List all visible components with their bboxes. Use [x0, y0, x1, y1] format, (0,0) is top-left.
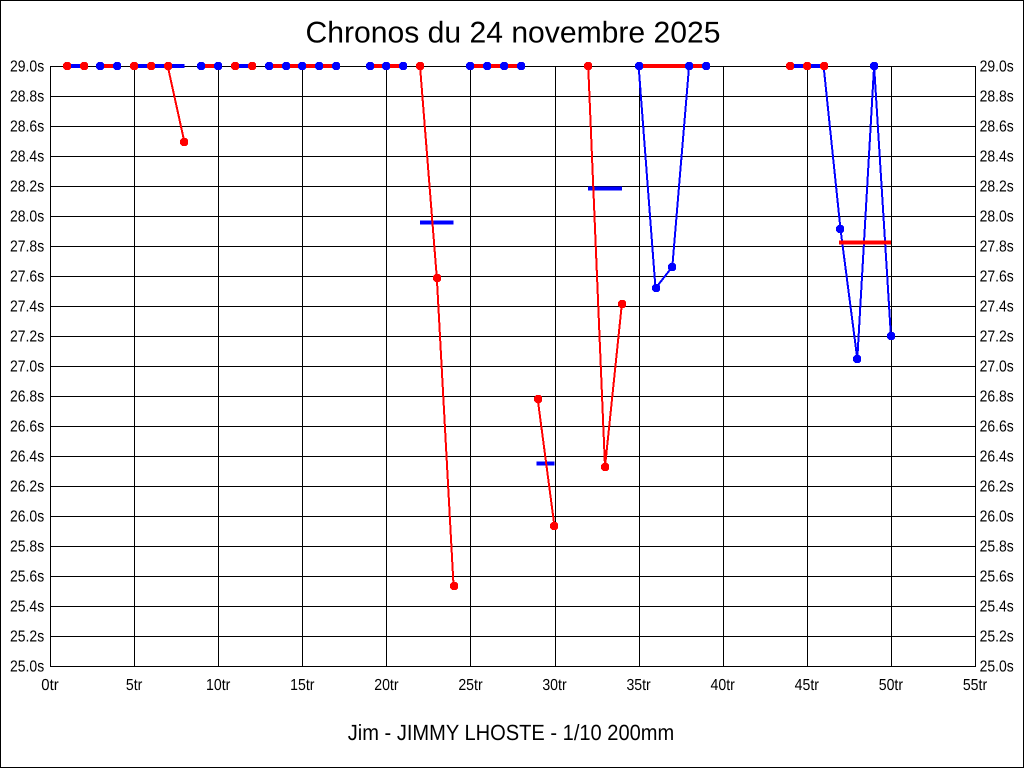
svg-text:20tr: 20tr	[374, 677, 399, 694]
svg-text:10tr: 10tr	[206, 677, 231, 694]
svg-text:27.6s: 27.6s	[10, 269, 44, 286]
svg-text:26.4s: 26.4s	[980, 449, 1014, 466]
svg-text:26.0s: 26.0s	[10, 509, 44, 526]
svg-text:28.8s: 28.8s	[980, 89, 1014, 106]
svg-text:5tr: 5tr	[126, 677, 143, 694]
svg-text:25.0s: 25.0s	[10, 659, 44, 676]
svg-text:25.4s: 25.4s	[980, 599, 1014, 616]
svg-text:29.0s: 29.0s	[10, 59, 44, 76]
svg-text:27.8s: 27.8s	[10, 239, 44, 256]
svg-text:26.4s: 26.4s	[10, 449, 44, 466]
svg-text:30tr: 30tr	[542, 677, 567, 694]
svg-text:25.2s: 25.2s	[980, 629, 1014, 646]
svg-text:25tr: 25tr	[458, 677, 483, 694]
svg-text:28.0s: 28.0s	[980, 209, 1014, 226]
svg-text:25.8s: 25.8s	[980, 539, 1014, 556]
svg-text:Jim - JIMMY LHOSTE - 1/10 200m: Jim - JIMMY LHOSTE - 1/10 200mm	[348, 720, 675, 745]
svg-text:40tr: 40tr	[711, 677, 736, 694]
svg-text:28.4s: 28.4s	[980, 149, 1014, 166]
svg-text:27.6s: 27.6s	[980, 269, 1014, 286]
svg-text:Chronos du 24 novembre 2025: Chronos du 24 novembre 2025	[306, 16, 721, 49]
svg-text:45tr: 45tr	[795, 677, 820, 694]
svg-text:28.2s: 28.2s	[10, 179, 44, 196]
svg-text:26.8s: 26.8s	[10, 389, 44, 406]
svg-text:29.0s: 29.0s	[980, 59, 1014, 76]
svg-text:35tr: 35tr	[626, 677, 651, 694]
svg-text:25.0s: 25.0s	[980, 659, 1014, 676]
svg-text:27.4s: 27.4s	[10, 299, 44, 316]
svg-text:25.4s: 25.4s	[10, 599, 44, 616]
svg-text:55tr: 55tr	[963, 677, 988, 694]
svg-text:26.8s: 26.8s	[980, 389, 1014, 406]
svg-text:26.6s: 26.6s	[10, 419, 44, 436]
svg-text:25.8s: 25.8s	[10, 539, 44, 556]
svg-text:25.6s: 25.6s	[980, 569, 1014, 586]
svg-text:27.8s: 27.8s	[980, 239, 1014, 256]
svg-text:28.0s: 28.0s	[10, 209, 44, 226]
svg-text:26.2s: 26.2s	[980, 479, 1014, 496]
svg-text:50tr: 50tr	[879, 677, 904, 694]
svg-text:26.2s: 26.2s	[10, 479, 44, 496]
svg-text:25.2s: 25.2s	[10, 629, 44, 646]
svg-text:28.6s: 28.6s	[980, 119, 1014, 136]
svg-text:28.2s: 28.2s	[980, 179, 1014, 196]
svg-text:27.0s: 27.0s	[10, 359, 44, 376]
svg-text:26.6s: 26.6s	[980, 419, 1014, 436]
svg-text:27.4s: 27.4s	[980, 299, 1014, 316]
svg-text:0tr: 0tr	[41, 677, 59, 694]
svg-text:28.4s: 28.4s	[10, 149, 44, 166]
svg-text:26.0s: 26.0s	[980, 509, 1014, 526]
svg-text:27.0s: 27.0s	[980, 359, 1014, 376]
svg-text:28.6s: 28.6s	[10, 119, 44, 136]
svg-text:27.2s: 27.2s	[980, 329, 1014, 346]
svg-text:15tr: 15tr	[290, 677, 315, 694]
svg-text:25.6s: 25.6s	[10, 569, 44, 586]
svg-text:28.8s: 28.8s	[10, 89, 44, 106]
svg-text:27.2s: 27.2s	[10, 329, 44, 346]
